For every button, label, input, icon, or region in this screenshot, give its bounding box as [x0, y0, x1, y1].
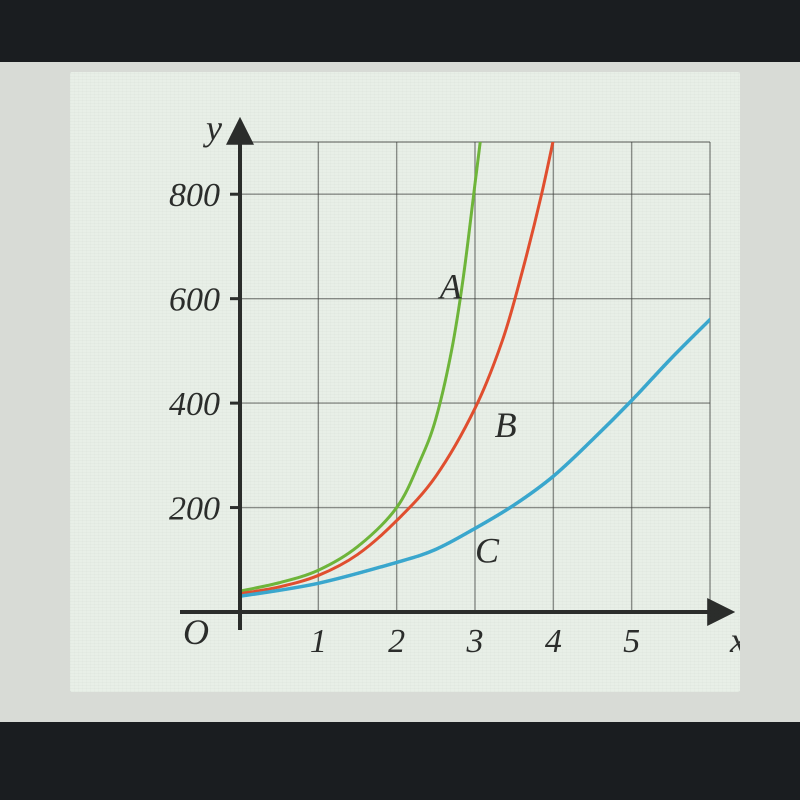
series-B [240, 121, 557, 594]
x-axis-label: x [729, 620, 740, 660]
y-tick-label: 600 [169, 282, 220, 319]
x-tick-label: 1 [310, 623, 327, 660]
y-tick-label: 800 [169, 177, 220, 214]
chart-paper: 200 400 600 800 1 2 3 4 5 y x O A B C [70, 72, 740, 692]
chart-svg: 200 400 600 800 1 2 3 4 5 y x O A B C [70, 72, 740, 692]
series-label-A: A [438, 267, 463, 307]
series-label-C: C [475, 530, 500, 570]
y-tick-label: 200 [169, 491, 220, 528]
x-tick-label: 3 [466, 623, 484, 660]
x-tick-label: 2 [388, 623, 405, 660]
y-tick-label: 400 [169, 386, 220, 423]
x-tick-label: 4 [545, 623, 562, 660]
x-tick-label: 5 [623, 623, 640, 660]
series-label-B: B [495, 405, 517, 445]
series-A [240, 121, 483, 591]
origin-label: O [183, 612, 209, 652]
photo-frame: 200 400 600 800 1 2 3 4 5 y x O A B C [0, 62, 800, 722]
y-axis-label: y [203, 108, 222, 148]
